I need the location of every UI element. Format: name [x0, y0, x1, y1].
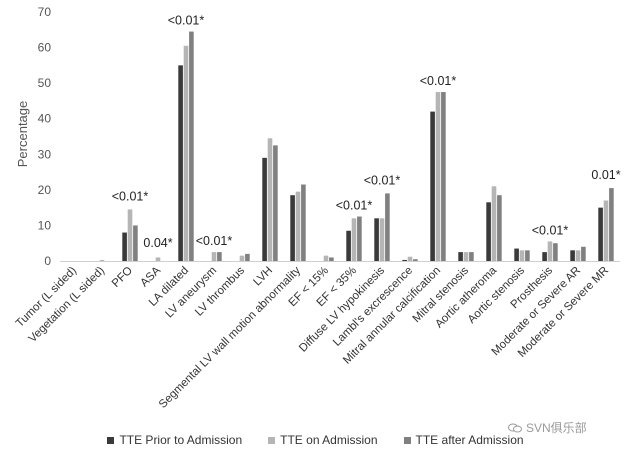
bar	[542, 252, 547, 261]
y-axis-label: Percentage	[15, 101, 30, 168]
bar	[570, 250, 575, 261]
y-axis: 0 10 20 30 40 50 60 70	[38, 5, 620, 268]
legend-swatch	[268, 436, 276, 444]
bar	[301, 184, 306, 261]
bar	[379, 218, 385, 261]
legend-swatch	[403, 436, 411, 444]
legend-swatch	[107, 436, 115, 444]
bar	[267, 138, 273, 261]
bar	[525, 250, 530, 261]
bar	[183, 45, 189, 261]
x-tick-label: LV thrombus	[193, 264, 247, 318]
bar	[463, 252, 469, 261]
y-tick-label: 70	[38, 5, 52, 19]
bar	[133, 225, 138, 261]
bar	[497, 195, 502, 261]
bar	[178, 65, 183, 261]
legend-label: TTE Prior to Admission	[119, 433, 243, 447]
significance-annotation: <0.01*	[420, 74, 457, 88]
bar	[598, 207, 603, 261]
bar	[486, 202, 491, 261]
significance-annotation: <0.01*	[168, 14, 205, 28]
bar	[575, 250, 581, 261]
bar	[189, 31, 194, 262]
bar	[245, 253, 250, 261]
bar	[346, 230, 351, 261]
bar	[609, 188, 614, 261]
y-tick-label: 60	[38, 41, 52, 55]
legend-item: TTE after Admission	[403, 430, 524, 450]
bar	[458, 252, 463, 261]
bar	[211, 252, 217, 261]
legend-item: TTE Prior to Admission	[107, 430, 242, 450]
x-tick-label: PFO	[110, 265, 135, 290]
bar	[385, 193, 390, 261]
x-tick-label: ASA	[138, 264, 163, 289]
bar	[217, 252, 222, 261]
bar	[519, 250, 525, 261]
annotations: <0.01* 0.04* <0.01* <0.01* <0.01* <0.01* <0.01…	[112, 14, 621, 250]
bar	[351, 218, 357, 261]
bars	[99, 31, 614, 262]
bar	[547, 241, 553, 261]
bar	[273, 145, 278, 261]
bar	[402, 259, 407, 261]
bar	[357, 216, 362, 261]
significance-annotation: <0.01*	[532, 223, 569, 237]
y-tick-label: 40	[38, 112, 52, 126]
x-tick-label: LVH	[251, 265, 275, 289]
significance-annotation: <0.01*	[112, 190, 149, 204]
y-tick-label: 10	[38, 218, 52, 232]
bar	[329, 257, 334, 261]
bar	[122, 232, 127, 261]
bar	[469, 252, 474, 261]
y-tick-label: 50	[38, 76, 52, 90]
bar	[553, 243, 558, 261]
bar	[603, 200, 609, 261]
significance-annotation: <0.01*	[196, 234, 233, 248]
bar	[323, 255, 329, 261]
bar	[430, 111, 435, 261]
bar	[581, 246, 586, 261]
watermark: SVN俱乐部	[508, 419, 587, 436]
legend-item: TTE on Admission	[268, 430, 378, 450]
significance-annotation: <0.01*	[336, 198, 373, 212]
significance-annotation: <0.01*	[364, 174, 401, 188]
x-axis-labels: Tumor (L sided)Vegetation (L sided) PFO AS…	[14, 264, 611, 411]
significance-annotation: 0.04*	[143, 236, 172, 250]
wechat-icon	[508, 423, 522, 432]
legend-label: TTE after Admission	[415, 433, 524, 447]
watermark-text: SVN俱乐部	[526, 421, 587, 435]
bar	[99, 259, 105, 261]
bar	[514, 248, 519, 261]
bar	[290, 195, 295, 261]
y-tick-label: 30	[38, 147, 52, 161]
bar	[295, 191, 301, 261]
bar	[413, 259, 418, 261]
bar	[441, 92, 446, 261]
bar	[239, 255, 245, 261]
legend-label: TTE on Admission	[280, 433, 378, 447]
bar	[374, 218, 379, 261]
y-tick-label: 0	[44, 254, 51, 268]
bar	[262, 157, 267, 261]
bar	[155, 257, 161, 261]
bar	[435, 92, 441, 261]
y-tick-label: 20	[38, 183, 52, 197]
bar	[491, 186, 497, 261]
bar	[127, 209, 133, 261]
bar	[407, 256, 413, 261]
significance-annotation: 0.01*	[591, 168, 620, 182]
legend: TTE Prior to Admission TTE on Admission TT…	[0, 430, 631, 450]
